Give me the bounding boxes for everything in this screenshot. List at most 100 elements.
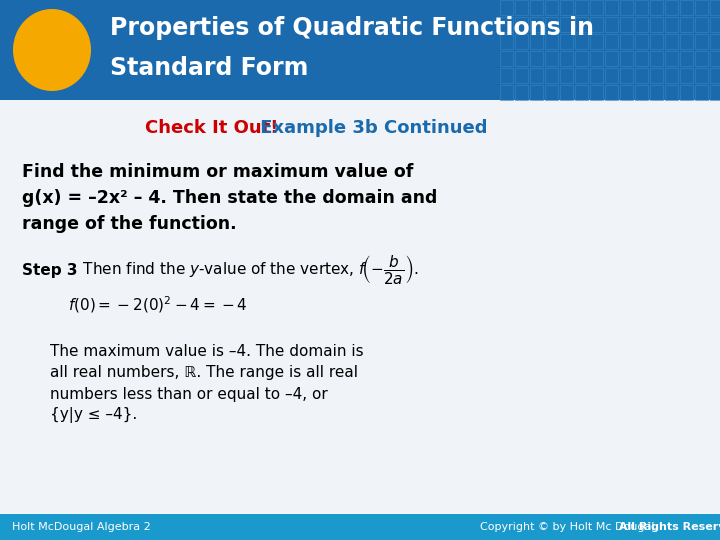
Text: all real numbers, ℝ. The range is all real: all real numbers, ℝ. The range is all re… <box>50 366 358 381</box>
Bar <box>620 34 633 49</box>
Bar <box>680 17 693 32</box>
Ellipse shape <box>13 9 91 91</box>
Bar <box>545 51 558 66</box>
Bar <box>545 0 558 15</box>
Bar <box>620 51 633 66</box>
Bar <box>695 85 708 100</box>
Bar <box>620 0 633 15</box>
Bar <box>530 17 543 32</box>
Text: Check It Out!: Check It Out! <box>145 119 279 137</box>
Bar <box>575 34 588 49</box>
Bar <box>500 34 513 49</box>
Bar <box>680 85 693 100</box>
Bar <box>500 68 513 83</box>
Bar <box>710 68 720 83</box>
Bar <box>545 17 558 32</box>
Bar <box>560 85 573 100</box>
Bar <box>650 17 663 32</box>
Bar <box>710 34 720 49</box>
Bar <box>560 34 573 49</box>
Bar <box>710 0 720 15</box>
Bar <box>710 85 720 100</box>
Bar <box>605 17 618 32</box>
Bar <box>665 51 678 66</box>
Bar <box>620 68 633 83</box>
Bar <box>665 0 678 15</box>
Text: Holt McDougal Algebra 2: Holt McDougal Algebra 2 <box>12 522 150 532</box>
Bar <box>665 17 678 32</box>
Bar <box>500 85 513 100</box>
Bar <box>560 17 573 32</box>
Bar <box>650 51 663 66</box>
Text: Standard Form: Standard Form <box>110 56 308 80</box>
Bar <box>590 0 603 15</box>
Bar <box>695 51 708 66</box>
Bar <box>530 85 543 100</box>
Bar <box>605 0 618 15</box>
Bar <box>605 68 618 83</box>
Bar <box>605 34 618 49</box>
Bar <box>695 34 708 49</box>
Bar <box>515 85 528 100</box>
Bar <box>635 85 648 100</box>
Bar <box>650 0 663 15</box>
Text: {y|y ≤ –4}.: {y|y ≤ –4}. <box>50 407 138 423</box>
Bar <box>590 51 603 66</box>
Bar <box>635 51 648 66</box>
Bar <box>665 34 678 49</box>
Bar <box>575 85 588 100</box>
Text: $f(0) = -2(0)^2 - 4 = -4$: $f(0) = -2(0)^2 - 4 = -4$ <box>68 295 248 315</box>
Bar <box>0 0 720 100</box>
Bar <box>530 68 543 83</box>
Bar <box>680 0 693 15</box>
Bar <box>590 85 603 100</box>
Bar <box>0 514 720 540</box>
Bar <box>620 17 633 32</box>
Bar <box>530 34 543 49</box>
Bar <box>590 17 603 32</box>
Text: g(x) = –2x² – 4. Then state the domain and: g(x) = –2x² – 4. Then state the domain a… <box>22 189 437 207</box>
Bar <box>545 68 558 83</box>
Bar <box>680 68 693 83</box>
Bar <box>500 17 513 32</box>
Bar <box>575 68 588 83</box>
Bar <box>650 85 663 100</box>
Text: Find the minimum or maximum value of: Find the minimum or maximum value of <box>22 163 413 181</box>
Bar <box>695 68 708 83</box>
Bar <box>515 68 528 83</box>
Bar <box>575 0 588 15</box>
Bar <box>650 34 663 49</box>
Bar <box>500 0 513 15</box>
Bar <box>680 34 693 49</box>
Bar <box>605 85 618 100</box>
Bar <box>710 51 720 66</box>
Bar <box>560 51 573 66</box>
Bar <box>545 34 558 49</box>
Bar <box>575 17 588 32</box>
Bar <box>605 51 618 66</box>
Bar <box>695 0 708 15</box>
Bar <box>560 68 573 83</box>
Bar <box>515 0 528 15</box>
Bar <box>530 51 543 66</box>
Bar <box>500 51 513 66</box>
Bar <box>515 17 528 32</box>
Text: Example 3b Continued: Example 3b Continued <box>254 119 487 137</box>
Bar <box>590 34 603 49</box>
Bar <box>530 0 543 15</box>
Bar <box>680 51 693 66</box>
Text: Then find the $y$-value of the vertex, $f\!\left(-\dfrac{b}{2a}\right)$.: Then find the $y$-value of the vertex, $… <box>78 253 418 287</box>
Bar <box>665 85 678 100</box>
Text: The maximum value is –4. The domain is: The maximum value is –4. The domain is <box>50 345 364 360</box>
Bar <box>515 51 528 66</box>
Text: numbers less than or equal to –4, or: numbers less than or equal to –4, or <box>50 387 328 402</box>
Bar <box>515 34 528 49</box>
Bar <box>635 17 648 32</box>
Bar <box>710 17 720 32</box>
Bar <box>650 68 663 83</box>
Bar <box>635 68 648 83</box>
Text: Properties of Quadratic Functions in: Properties of Quadratic Functions in <box>110 16 594 40</box>
Bar <box>695 17 708 32</box>
Text: Copyright © by Holt Mc Dougal.: Copyright © by Holt Mc Dougal. <box>480 522 658 532</box>
Bar <box>665 68 678 83</box>
